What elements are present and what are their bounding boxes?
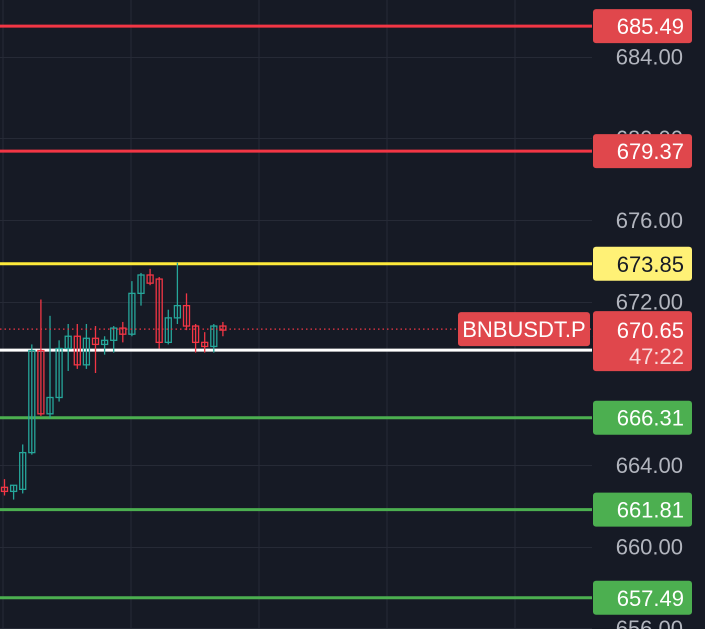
candle-body (210, 325, 218, 348)
level-label-text: 661.81 (617, 498, 684, 523)
level-label-text: 666.31 (617, 406, 684, 431)
level-label: 661.81 (593, 492, 692, 527)
symbol-tag: BNBUSDT.P (458, 312, 590, 347)
candle-body (64, 335, 72, 350)
level-label-bg (593, 134, 692, 169)
candle (19, 444, 27, 494)
level-label: 657.49 (593, 580, 692, 615)
candle-body (155, 278, 163, 344)
price-tick-label: 676.00 (616, 208, 683, 233)
candle (0, 479, 9, 496)
candle (146, 268, 154, 286)
current-price-text: 670.65 (617, 318, 684, 343)
level-label-bg (593, 580, 692, 615)
candle-body (191, 325, 200, 344)
level-label-bg (593, 246, 692, 281)
level-label-bg (593, 492, 692, 527)
candle-body (110, 327, 118, 341)
candle-body (164, 317, 172, 344)
candle (128, 281, 136, 337)
candle-body (37, 349, 45, 415)
candle (137, 272, 145, 306)
level-label-bg (593, 400, 692, 435)
candle (191, 323, 200, 353)
candle (110, 326, 118, 353)
level-label-bg (593, 9, 692, 44)
candle-body (119, 327, 127, 335)
level-label-text: 685.49 (617, 14, 684, 39)
candle-body (55, 347, 63, 399)
candle (91, 326, 100, 373)
candle (210, 323, 218, 353)
level-label: 685.49 (593, 9, 692, 44)
candle-body (46, 396, 54, 415)
price-tick-label: 672.00 (616, 290, 683, 315)
candle-body (100, 339, 109, 346)
level-label: 673.85 (593, 246, 692, 281)
level-label-text: 657.49 (617, 586, 684, 611)
candle (28, 344, 36, 455)
level-label-text: 679.37 (617, 139, 684, 164)
candle (173, 262, 182, 324)
candle (119, 321, 127, 343)
candle (64, 323, 72, 371)
candle (100, 336, 109, 355)
candle (37, 299, 45, 416)
candle (219, 321, 227, 337)
candle (73, 323, 81, 369)
candle-body (173, 304, 182, 319)
symbol-tag-text: BNBUSDT.P (462, 317, 585, 342)
level-label-text: 673.85 (617, 252, 684, 277)
candle-body (128, 292, 136, 335)
candle-body (137, 274, 145, 295)
level-label: 679.37 (593, 134, 692, 169)
current-price-bg (593, 311, 692, 372)
candle-body (19, 451, 27, 491)
candle-body (0, 486, 9, 493)
candle (182, 293, 191, 331)
candle (164, 309, 172, 345)
symbol-tag-bg (458, 312, 590, 347)
candle (82, 323, 91, 369)
price-axis[interactable]: 684.00680.00676.00672.00664.00660.00656.… (616, 45, 683, 629)
price-tick-label: 664.00 (616, 453, 683, 478)
candle-body (9, 484, 18, 493)
candle-body (73, 335, 81, 366)
price-tick-label: 684.00 (616, 45, 683, 70)
level-label: 666.31 (593, 400, 692, 435)
candle-body (82, 337, 91, 366)
candle-body (146, 274, 154, 284)
candle (55, 340, 63, 402)
candle (201, 332, 209, 353)
candle (155, 277, 163, 349)
countdown-text: 47:22 (629, 344, 684, 369)
candle (46, 315, 54, 418)
price-tick-label: 660.00 (616, 535, 683, 560)
candle-body (219, 325, 227, 331)
candle-body (28, 349, 36, 454)
candle-body (201, 341, 209, 348)
candle-body (182, 304, 191, 327)
price-tick-label: 656.00 (616, 616, 683, 629)
candles (0, 262, 227, 500)
candle-body (91, 337, 100, 346)
price-lines (0, 24, 592, 600)
candle (9, 484, 18, 500)
